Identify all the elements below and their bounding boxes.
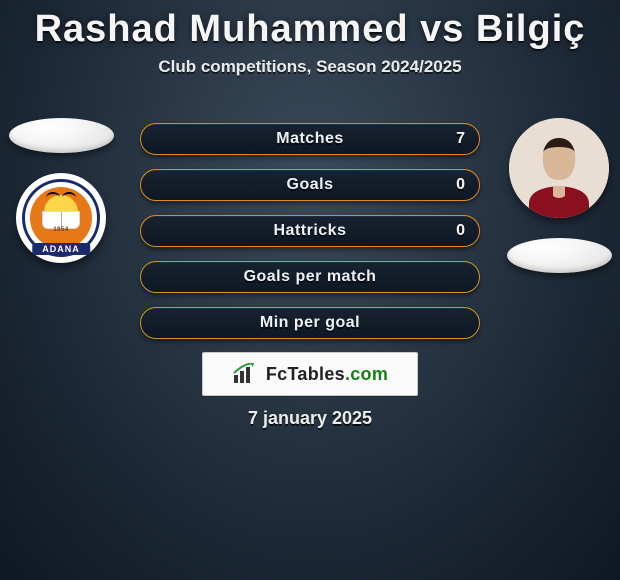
- person-icon: [509, 118, 609, 218]
- stat-label: Hattricks: [274, 222, 347, 240]
- snapshot-date: 7 january 2025: [0, 408, 620, 429]
- brand-text: FcTables.com: [266, 364, 388, 385]
- stat-label: Goals per match: [244, 268, 377, 286]
- stat-right-value: 0: [456, 176, 465, 194]
- stat-label: Min per goal: [260, 314, 360, 332]
- stat-right-value: 0: [456, 222, 465, 240]
- stat-row-hattricks: Hattricks 0: [140, 215, 480, 247]
- stat-row-gpm: Goals per match: [140, 261, 480, 293]
- stats-list: Matches 7 Goals 0 Hattricks 0 Goals per …: [140, 123, 480, 339]
- stat-right-value: 7: [456, 130, 465, 148]
- player2-ellipse: [507, 238, 612, 273]
- player1-club-badge: 1954 ADANA: [16, 173, 106, 263]
- brand-name: FcTables: [266, 364, 345, 384]
- brand-bars-icon: [232, 363, 260, 385]
- brand-box: FcTables.com: [202, 352, 418, 396]
- player2-avatar: [509, 118, 609, 218]
- page-subtitle: Club competitions, Season 2024/2025: [0, 57, 620, 77]
- player1-ellipse: [9, 118, 114, 153]
- stat-row-mpg: Min per goal: [140, 307, 480, 339]
- stat-label: Matches: [276, 130, 344, 148]
- stat-row-matches: Matches 7: [140, 123, 480, 155]
- stat-label: Goals: [287, 176, 334, 194]
- badge-ribbon: ADANA: [32, 243, 90, 255]
- stat-row-goals: Goals 0: [140, 169, 480, 201]
- brand-tld: .com: [345, 364, 388, 384]
- page-title: Rashad Muhammed vs Bilgiç: [0, 0, 620, 51]
- badge-year: 1954: [53, 227, 68, 233]
